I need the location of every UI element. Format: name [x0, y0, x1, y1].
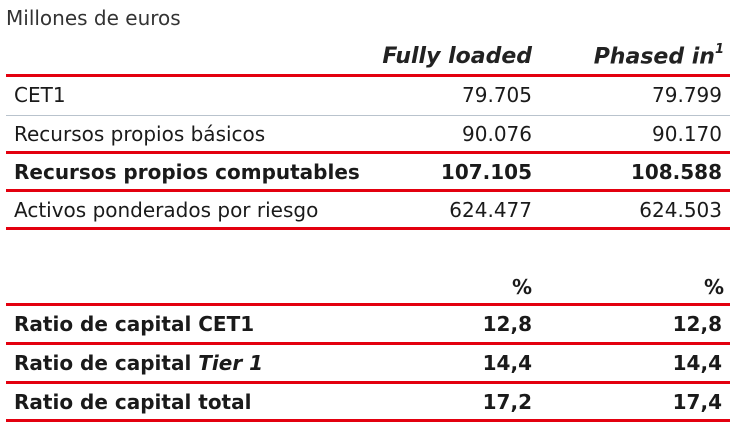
phased-in-value: 14,4 — [672, 351, 722, 375]
column-header-phased-in-text: Phased in — [593, 44, 715, 70]
row-divider-emphasis — [6, 342, 730, 345]
fully-loaded-value: 90.076 — [462, 122, 532, 146]
column-header-fully-loaded-text: Fully loaded — [382, 44, 532, 69]
phased-in-value: 108.588 — [630, 160, 722, 184]
table-caption: Millones de euros — [6, 6, 181, 30]
table-row: Activos ponderados por riesgo 624.477 62… — [6, 192, 730, 230]
row-label: Ratio de capital total — [14, 390, 252, 414]
table-bottom-divider — [6, 419, 730, 422]
table-row: CET1 79.705 79.799 — [6, 77, 730, 115]
row-label: Ratio de capital CET1 — [14, 312, 255, 336]
row-label: CET1 — [14, 83, 66, 107]
fully-loaded-value: 107.105 — [440, 160, 532, 184]
fully-loaded-value: 17,2 — [482, 390, 532, 414]
header-divider — [6, 74, 730, 77]
row-divider-emphasis — [6, 151, 730, 154]
table-row: Ratio de capital Tier 1 14,4 14,4 — [6, 345, 730, 383]
row-label: Ratio de capital Tier 1 — [14, 351, 263, 375]
unit-header-fully-loaded: % — [511, 275, 532, 299]
header-divider — [6, 303, 730, 306]
table-bottom-divider — [6, 227, 730, 230]
fully-loaded-value: 79.705 — [462, 83, 532, 107]
fully-loaded-value: 14,4 — [482, 351, 532, 375]
row-divider-emphasis — [6, 381, 730, 384]
table-row: Ratio de capital total 17,2 17,4 — [6, 384, 730, 422]
phased-in-value: 624.503 — [639, 198, 722, 222]
table-row: Recursos propios básicos 90.076 90.170 — [6, 116, 730, 154]
phased-in-value: 79.799 — [652, 83, 722, 107]
fully-loaded-value: 624.477 — [449, 198, 532, 222]
footnote-marker: 1 — [714, 42, 724, 57]
row-divider — [6, 115, 730, 116]
row-divider-emphasis — [6, 189, 730, 192]
table-row: Ratio de capital CET1 12,8 12,8 — [6, 306, 730, 344]
phased-in-value: 12,8 — [672, 312, 722, 336]
column-header-phased-in: Phased in1 — [593, 42, 724, 70]
column-header-fully-loaded: Fully loaded — [382, 44, 532, 69]
row-label: Recursos propios básicos — [14, 122, 266, 146]
row-label: Recursos propios computables — [14, 160, 360, 184]
row-label-italic: Tier 1 — [198, 351, 264, 375]
row-label: Activos ponderados por riesgo — [14, 198, 319, 222]
fully-loaded-value: 12,8 — [482, 312, 532, 336]
unit-header-phased-in: % — [703, 275, 724, 299]
phased-in-value: 90.170 — [652, 122, 722, 146]
table-row: Recursos propios computables 107.105 108… — [6, 154, 730, 192]
phased-in-value: 17,4 — [672, 390, 722, 414]
row-label-prefix: Ratio de capital — [14, 351, 199, 375]
